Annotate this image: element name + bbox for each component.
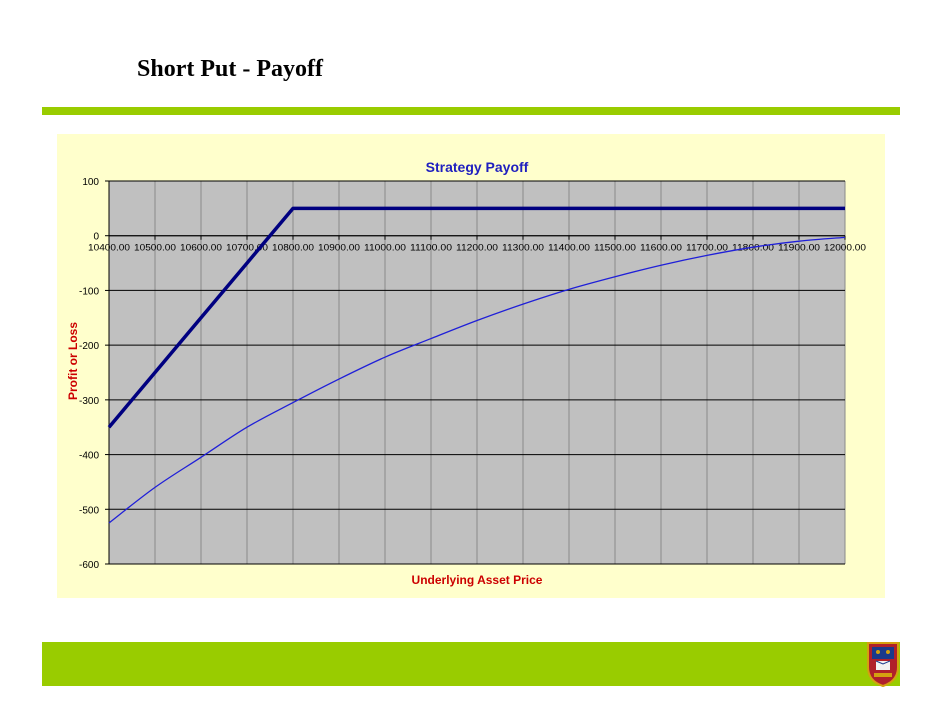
chart-title: Strategy Payoff [426, 159, 529, 175]
university-crest-icon [867, 642, 899, 687]
payoff-chart: Strategy Payoff 100 0 -100 -200 -300 -400 -500… [57, 134, 885, 598]
series-lines [107, 206, 846, 524]
x-axis-label: Underlying Asset Price [412, 573, 543, 587]
y-tick-label: 100 [82, 177, 99, 188]
x-tick-label: 11100.00 [410, 243, 452, 253]
x-tick-label: 10700.00 [226, 243, 268, 253]
chart-container: Strategy Payoff 100 0 -100 -200 -300 -400 -500… [57, 134, 885, 598]
y-tick-label: -600 [79, 560, 99, 571]
y-axis-label: Profit or Loss [66, 322, 80, 400]
y-tick-label: -200 [79, 341, 99, 352]
y-tick-label: -300 [79, 396, 99, 407]
top-accent-bar [42, 107, 900, 115]
y-tick-label: 0 [93, 232, 99, 243]
series-line-1 [107, 206, 845, 429]
x-tick-label: 12000.00 [824, 243, 866, 253]
x-tick-label: 10600.00 [180, 243, 222, 253]
y-tick-label: -500 [79, 505, 99, 516]
x-tick-label: 11200.00 [456, 243, 498, 253]
x-tick-label: 11300.00 [502, 243, 544, 253]
x-tick-label: 10500.00 [134, 243, 176, 253]
x-tick-label: 10800.00 [272, 243, 314, 253]
x-tick-label: 11900.00 [778, 243, 820, 253]
slide-title: Short Put - Payoff [137, 56, 323, 82]
y-tick-label: -100 [79, 286, 99, 297]
x-tick-label: 11500.00 [594, 243, 636, 253]
x-tick-label: 11400.00 [548, 243, 590, 253]
vertical-gridlines [154, 181, 846, 564]
x-tick-label: 11600.00 [640, 243, 682, 253]
bottom-accent-bar [42, 642, 900, 686]
x-tick-label: 10900.00 [318, 243, 360, 253]
y-tick-label: -400 [79, 451, 99, 462]
y-axis-tick-labels: 100 0 -100 -200 -300 -400 -500 -600 [79, 177, 109, 571]
x-tick-label: 11000.00 [364, 243, 406, 253]
series-line-2 [108, 236, 846, 524]
x-tick-label: 11700.00 [686, 243, 728, 253]
